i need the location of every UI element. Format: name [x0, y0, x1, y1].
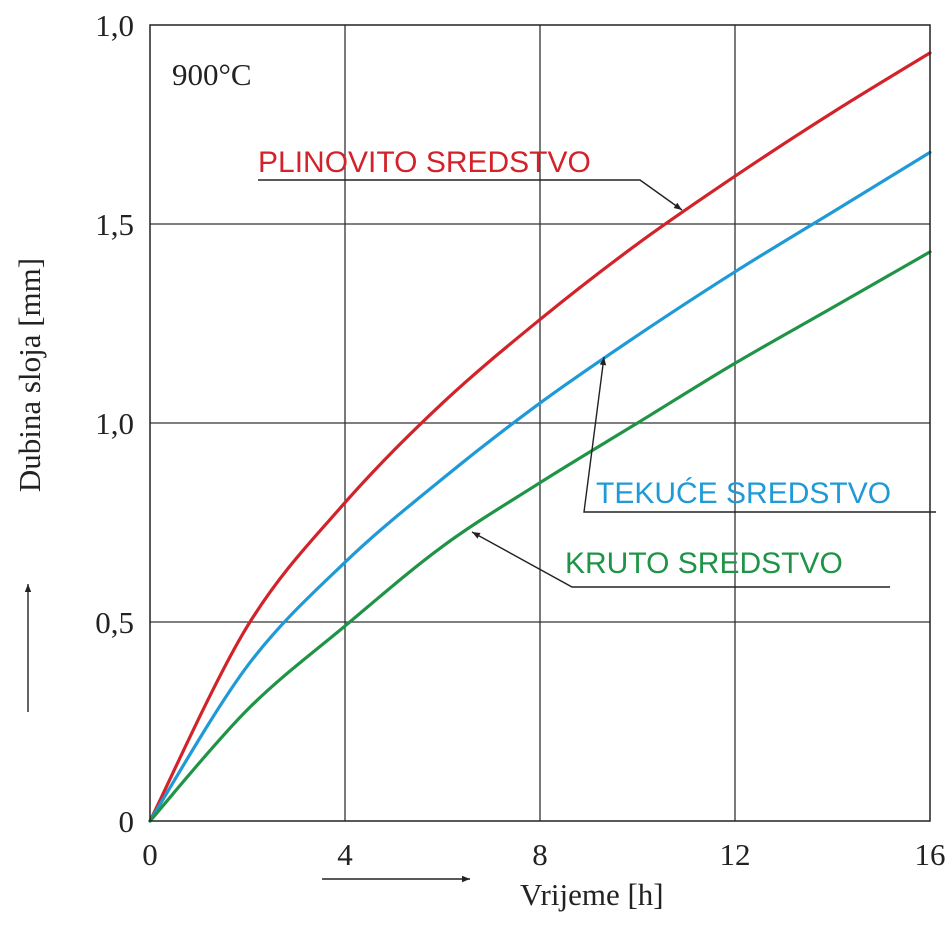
ticks: 0 4 8 12 16 0 0,5 1,0 1,5 1,0 [95, 8, 945, 872]
leader-kruto [471, 531, 890, 588]
y-axis-title: Dubina sloja [mm] [12, 258, 47, 492]
y-tick-label: 1,0 [95, 8, 134, 43]
series-line-plinovito [148, 51, 932, 823]
series-line-tekuce [148, 150, 932, 823]
temperature-label: 900°C [172, 57, 252, 92]
grid [150, 25, 930, 821]
y-tick-label: 1,5 [95, 207, 134, 242]
x-tick-label: 16 [915, 837, 946, 872]
series-line-kruto [148, 250, 932, 823]
y-tick-label: 1,0 [95, 406, 134, 441]
x-tick-label: 8 [532, 837, 548, 872]
label-tekuce: TEKUĆE SREDSTVO [596, 477, 891, 510]
y-tick-label: 0 [119, 804, 135, 839]
x-axis-title: Vrijeme [h] [520, 877, 664, 912]
x-tick-label: 12 [720, 837, 751, 872]
x-tick-label: 0 [142, 837, 158, 872]
x-tick-label: 4 [337, 837, 353, 872]
leader-plinovito [258, 179, 683, 211]
series-layer [148, 51, 932, 823]
label-plinovito: PLINOVITO SREDSTVO [258, 146, 591, 179]
label-kruto: KRUTO SREDSTVO [565, 547, 843, 580]
y-tick-label: 0,5 [95, 605, 134, 640]
plot-frame [149, 24, 931, 822]
leader-tekuce [583, 356, 936, 513]
